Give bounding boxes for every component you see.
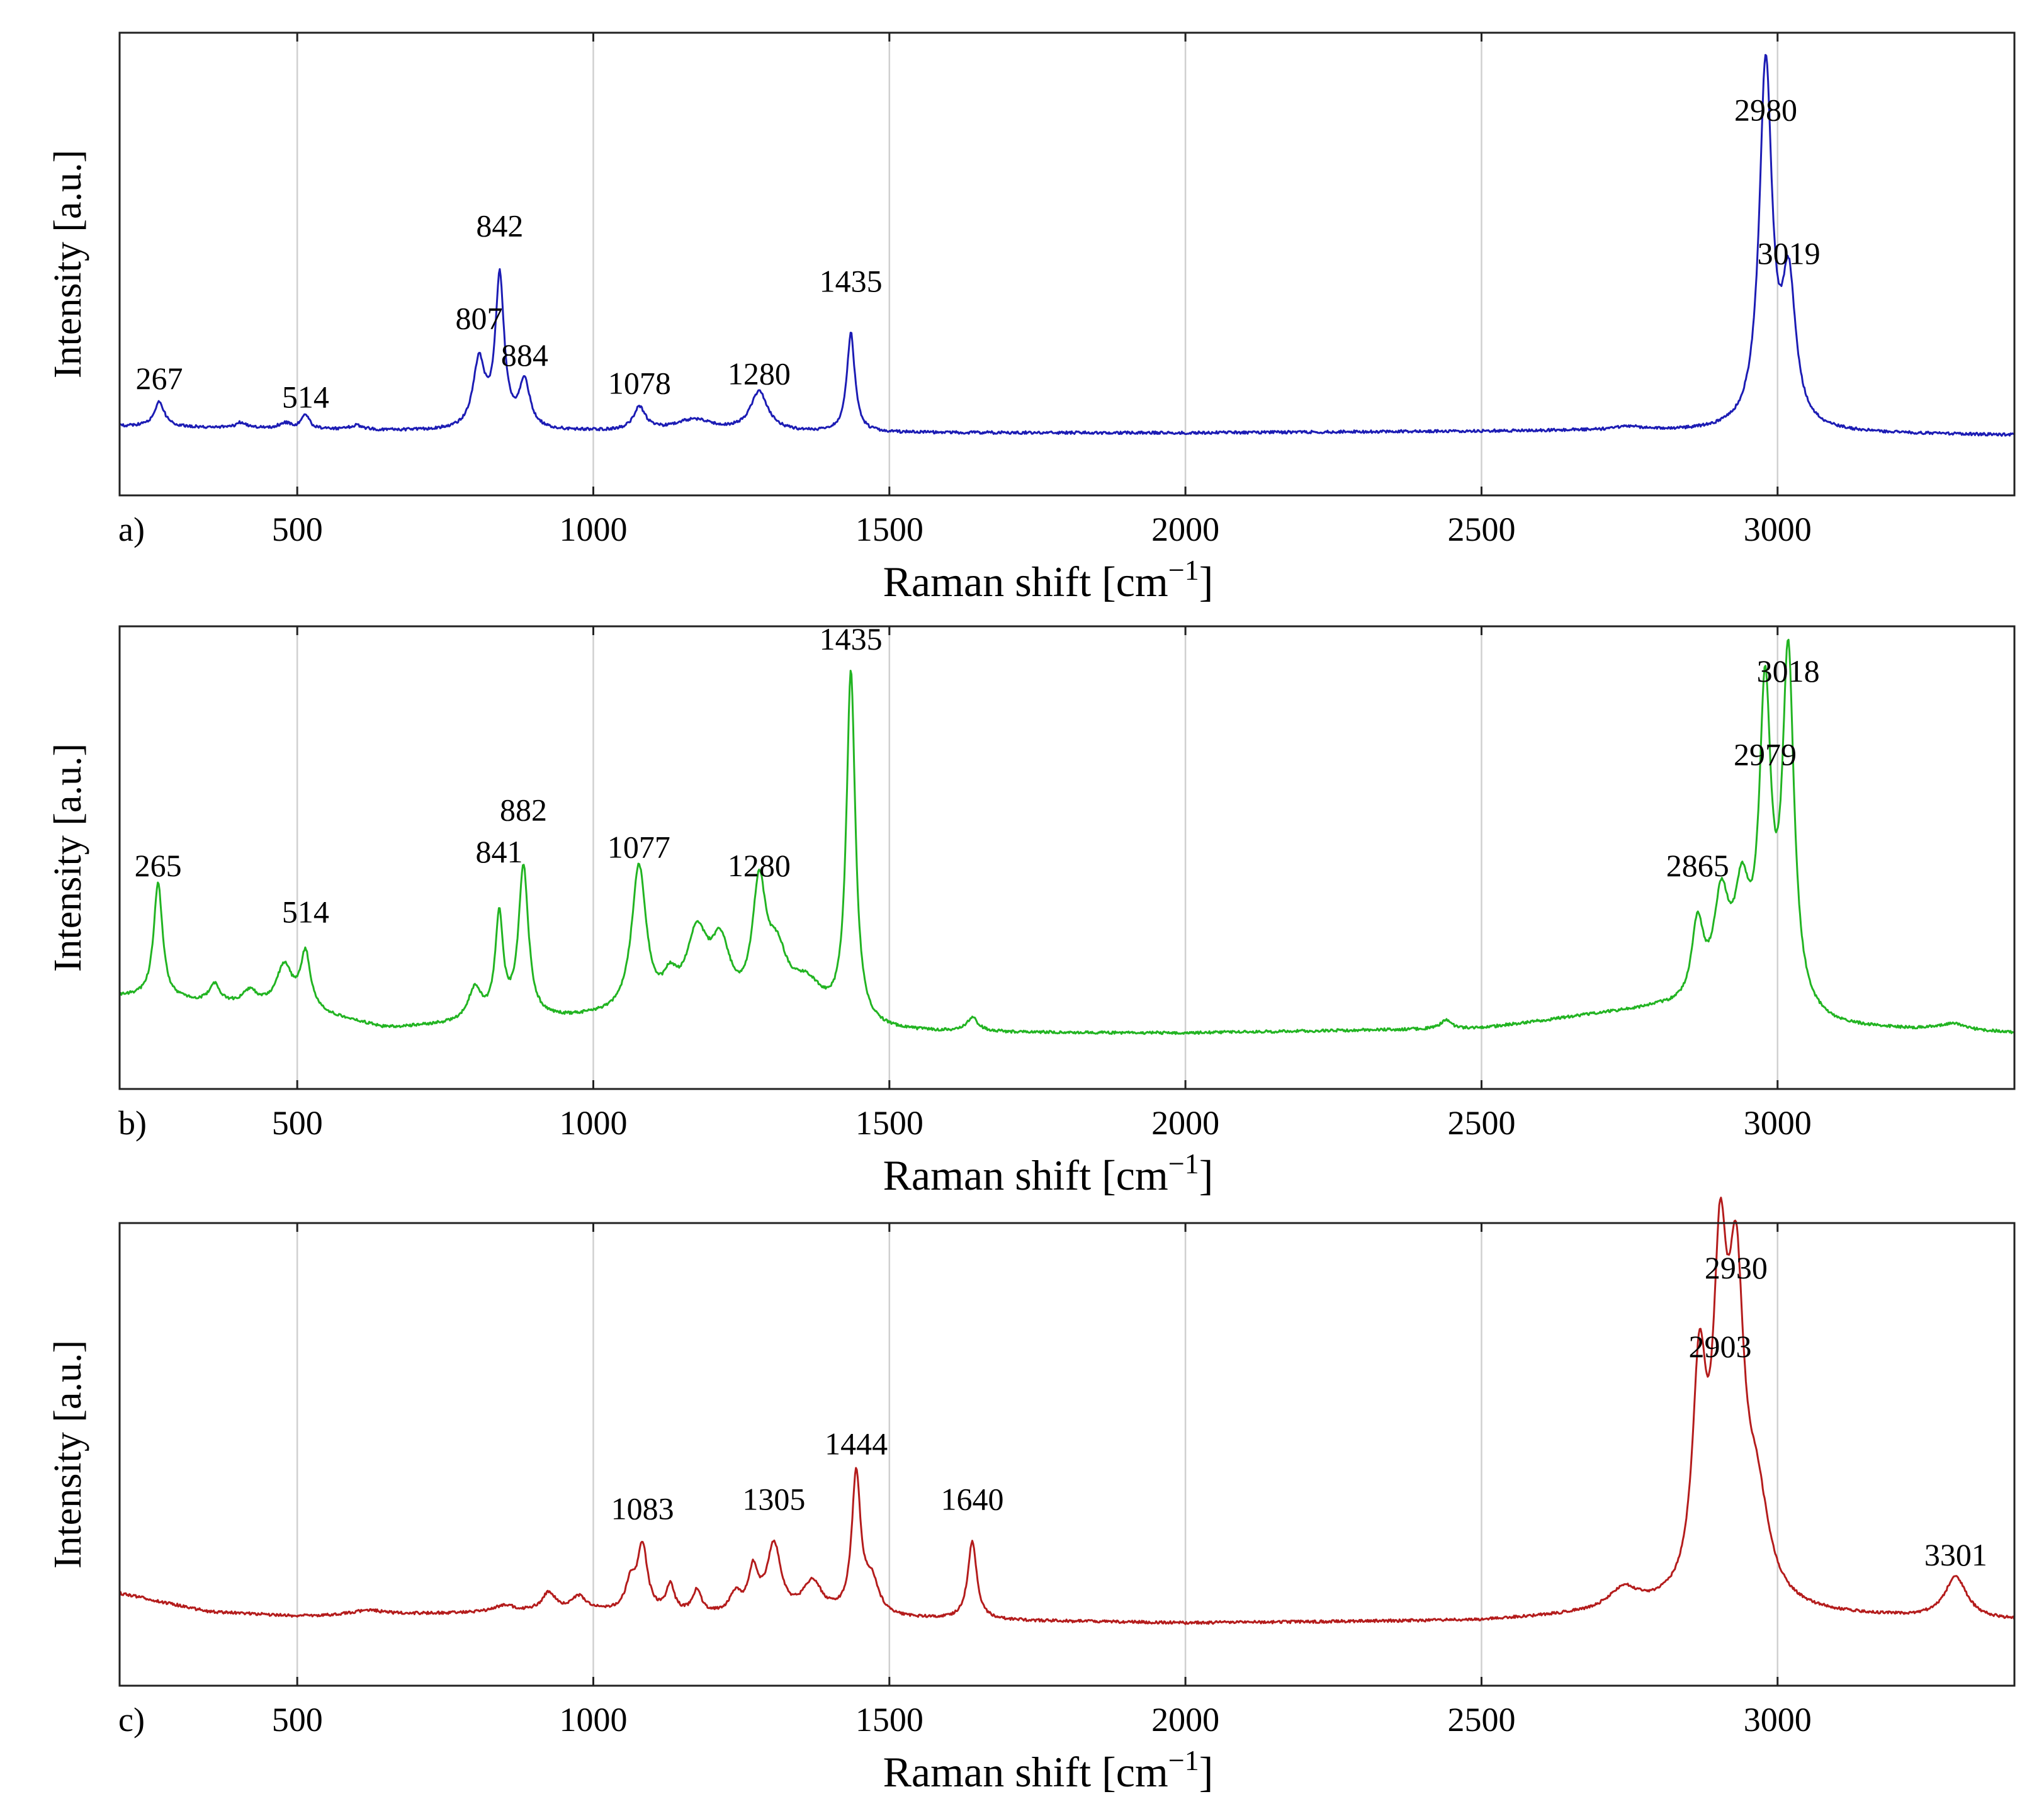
- peak-label: 2979: [1734, 737, 1797, 772]
- peak-label: 2980: [1734, 93, 1797, 128]
- x-tick-label: 1000: [560, 1104, 628, 1142]
- x-tick-label: 2500: [1447, 1701, 1515, 1739]
- peak-label: 2865: [1666, 848, 1729, 883]
- panel-c: 500 1000 1500 2000 2500 3000 c) Raman shift [cm…: [47, 1197, 2016, 1796]
- x-tick-label: 500: [272, 510, 323, 548]
- y-axis-label: Intensity [a.u.]: [47, 743, 89, 972]
- peak-label: 882: [500, 792, 547, 828]
- x-tick-label: 2000: [1151, 510, 1219, 548]
- x-tick-label: 3000: [1744, 1104, 1812, 1142]
- peak-label: 1280: [728, 848, 791, 883]
- spectrum-line: [118, 1197, 2015, 1625]
- x-tick-label: 2500: [1447, 1104, 1515, 1142]
- x-tick-label: 1000: [560, 510, 628, 548]
- x-tick-label: 2500: [1447, 510, 1515, 548]
- peak-label: 884: [501, 337, 548, 373]
- x-tick-label: 1500: [855, 510, 923, 548]
- peak-label: 1077: [607, 830, 670, 865]
- x-tick-label: 1500: [855, 1104, 923, 1142]
- plot-frame: [118, 31, 2016, 497]
- x-tick-label: 500: [272, 1104, 323, 1142]
- x-tick-label: 2000: [1151, 1701, 1219, 1739]
- x-axis-label: Raman shift [cm−1]: [883, 1148, 1214, 1199]
- peak-label: 2903: [1689, 1329, 1752, 1364]
- x-tick-label: 500: [272, 1701, 323, 1739]
- panel-tag: a): [118, 510, 145, 548]
- peak-label: 3301: [1924, 1537, 1987, 1572]
- peak-label: 3018: [1757, 653, 1820, 689]
- x-tick-label: 3000: [1744, 510, 1812, 548]
- spectrum-line: [119, 54, 2015, 437]
- peak-label: 842: [476, 208, 523, 243]
- x-tick-label: 1500: [855, 1701, 923, 1739]
- peak-label: 841: [475, 834, 522, 869]
- peak-label: 3019: [1758, 236, 1821, 271]
- peak-label: 514: [282, 379, 329, 414]
- peak-label: 265: [135, 848, 182, 883]
- x-axis-label: Raman shift [cm−1]: [883, 554, 1214, 606]
- peak-label: 1083: [611, 1491, 674, 1526]
- plot-frame: [118, 1222, 2016, 1687]
- peak-label: 1078: [608, 365, 671, 400]
- y-axis-label: Intensity [a.u.]: [47, 150, 89, 378]
- peak-label: 514: [282, 894, 329, 929]
- plot-frame: [118, 625, 2016, 1090]
- peak-label: 2930: [1705, 1250, 1768, 1285]
- x-tick-label: 1000: [560, 1701, 628, 1739]
- panel-a: 500 1000 1500 2000 2500 3000 a) Raman shift [cm…: [47, 31, 2016, 606]
- peak-label: 807: [455, 300, 502, 336]
- peak-label: 1305: [742, 1482, 805, 1517]
- peak-label: 1444: [825, 1426, 888, 1462]
- peak-label: 1435: [820, 264, 883, 299]
- peak-label: 267: [136, 361, 183, 396]
- spectrum-line: [119, 638, 2015, 1035]
- x-axis-label: Raman shift [cm−1]: [883, 1744, 1214, 1796]
- x-tick-label: 2000: [1151, 1104, 1219, 1142]
- panels: 500 1000 1500 2000 2500 3000 a) Raman shift [cm…: [47, 31, 2016, 1796]
- panel-tag: b): [118, 1104, 147, 1142]
- panel-tag: c): [118, 1701, 145, 1739]
- peak-label: 1280: [728, 356, 791, 392]
- peak-label: 1435: [820, 621, 883, 657]
- peak-label: 1640: [941, 1482, 1004, 1517]
- x-tick-label: 3000: [1744, 1701, 1812, 1739]
- panel-b: 500 1000 1500 2000 2500 3000 b) Raman shift [cm…: [47, 621, 2016, 1199]
- y-axis-label: Intensity [a.u.]: [47, 1340, 89, 1569]
